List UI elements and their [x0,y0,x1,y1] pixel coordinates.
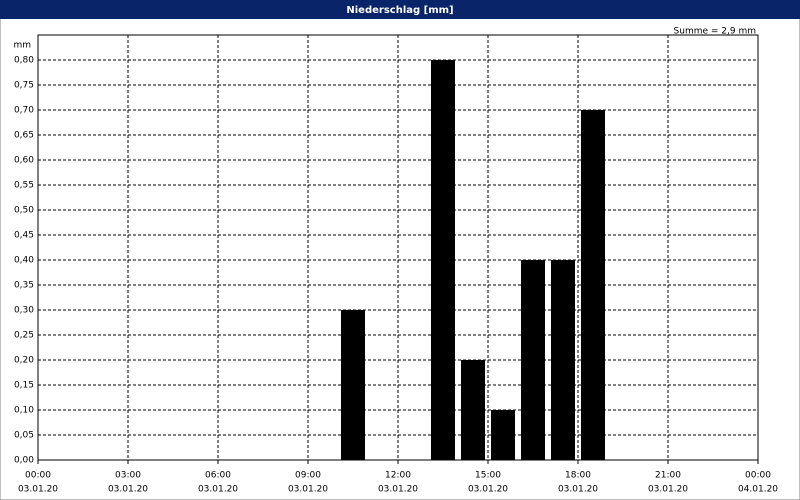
bar [341,310,365,460]
bar [581,110,605,460]
y-tick-label: 0,50 [14,206,34,216]
x-tick-label: 15:00 [475,471,501,481]
y-tick-label: 0,45 [14,231,34,241]
y-tick-label: 0,70 [14,106,34,116]
bar [551,260,575,460]
plot-border [37,34,759,461]
x-tick-label: 21:00 [655,471,681,481]
y-tick-label: 0,65 [14,131,34,141]
annotation: Summe = 2,9 mm [674,27,756,37]
y-tick-label: 0,00 [14,456,34,466]
x-tick-label: 00:00 [25,471,51,481]
x-tick-date: 03.01.20 [558,485,598,495]
bar [461,360,485,460]
x-tick-date: 03.01.20 [288,485,328,495]
y-tick-label: 0,75 [14,81,34,91]
y-tick-label: 0,40 [14,256,34,266]
chart-title: Niederschlag [mm] [346,5,453,16]
y-tick-label: 0,80 [14,56,34,66]
x-tick-date: 03.01.20 [648,485,688,495]
bar [491,410,515,460]
y-tick-label: 0,55 [14,181,34,191]
x-tick-label: 12:00 [385,471,411,481]
x-tick-label: 06:00 [205,471,231,481]
x-tick-date: 04.01.20 [738,485,778,495]
x-tick-label: 18:00 [565,471,591,481]
x-tick-date: 03.01.20 [468,485,508,495]
y-tick-label: 0,60 [14,156,34,166]
bar [431,60,455,460]
y-tick-label: 0,20 [14,356,34,366]
y-tick-label: 0,30 [14,306,34,316]
y-axis-label: mm [13,41,31,51]
bar [521,260,545,460]
x-tick-label: 00:00 [745,471,771,481]
y-tick-label: 0,25 [14,331,34,341]
y-tick-label: 0,35 [14,281,34,291]
x-tick-date: 03.01.20 [378,485,418,495]
y-tick-label: 0,15 [14,381,34,391]
x-tick-label: 03:00 [115,471,141,481]
x-tick-label: 09:00 [295,471,321,481]
x-tick-date: 03.01.20 [108,485,148,495]
x-tick-date: 03.01.20 [18,485,58,495]
title-bar [0,0,800,19]
y-tick-label: 0,05 [14,431,34,441]
y-tick-label: 0,10 [14,406,34,416]
x-tick-date: 03.01.20 [198,485,238,495]
